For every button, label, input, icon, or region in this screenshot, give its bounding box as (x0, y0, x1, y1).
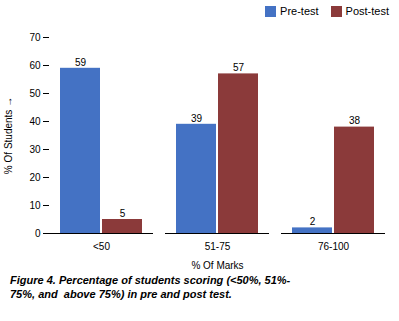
svg-text:% Of Marks: % Of Marks (191, 260, 243, 271)
svg-text:76-100: 76-100 (318, 241, 350, 252)
svg-text:40: 40 (29, 116, 41, 127)
svg-text:10: 10 (29, 200, 41, 211)
svg-text:50: 50 (29, 88, 41, 99)
svg-text:60: 60 (29, 60, 41, 71)
svg-text:5: 5 (120, 208, 126, 219)
svg-text:39: 39 (191, 113, 203, 124)
svg-text:59: 59 (75, 57, 87, 68)
svg-text:30: 30 (29, 144, 41, 155)
svg-text:51-75: 51-75 (205, 241, 231, 252)
svg-text:2: 2 (310, 216, 316, 227)
svg-text:<50: <50 (93, 241, 110, 252)
svg-text:0: 0 (35, 228, 41, 239)
html-text:Figure 4. Percentage of studen: Figure 4. Percentage of students scoring… (10, 274, 291, 300)
html-text:Post-test: Post-test (345, 4, 389, 17)
svg-text:57: 57 (233, 62, 245, 73)
html-text:Pre-test: Pre-test (280, 4, 319, 17)
svg-text:38: 38 (349, 115, 361, 126)
svg-text:70: 70 (29, 32, 41, 43)
svg-text:% Of Students →: % Of Students → (3, 97, 14, 174)
svg-text:20: 20 (29, 172, 41, 183)
